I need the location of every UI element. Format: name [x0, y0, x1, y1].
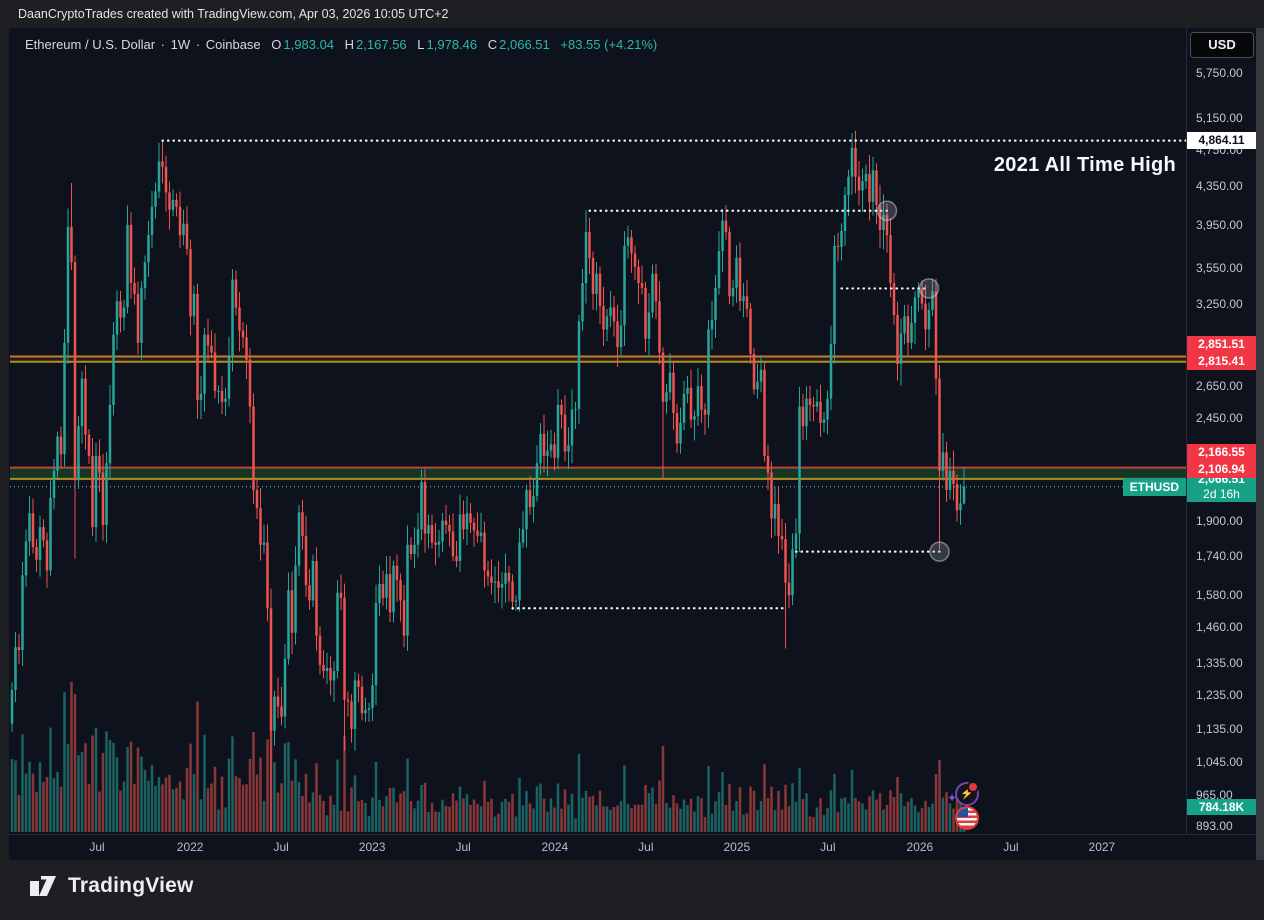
x-axis-tick: Jul — [89, 840, 105, 854]
candles — [10, 130, 966, 832]
ath-price-label: 4,864.11 — [1187, 132, 1256, 150]
y-axis-tick: 3,550.00 — [1196, 260, 1243, 275]
level-band — [10, 467, 1186, 479]
y-axis-tick: 1,335.00 — [1196, 656, 1243, 671]
bar-countdown: 2d 16h — [1203, 486, 1240, 501]
exchange-label: Coinbase — [205, 37, 261, 52]
currency-unit-button[interactable]: USD — [1190, 32, 1254, 58]
crypto-event-icon[interactable]: ⚡ ✦ — [947, 781, 979, 806]
open-prefix: O — [271, 37, 282, 52]
y-axis-tick: 1,460.00 — [1196, 620, 1243, 635]
low-value: 1,978.46 — [426, 37, 478, 52]
flag-canton — [957, 808, 968, 817]
symbol-header: Ethereum / U.S. Dollar · 1W · Coinbase O… — [25, 37, 659, 52]
y-axis-tick: 5,750.00 — [1196, 66, 1243, 80]
x-axis-tick: 2025 — [723, 840, 751, 854]
us-flag-event-icon[interactable] — [955, 806, 979, 830]
symbol-title: Ethereum / U.S. Dollar — [25, 37, 156, 52]
price-plot[interactable] — [9, 28, 1256, 860]
attribution-bar: DaanCryptoTrades created with TradingVie… — [0, 0, 1264, 28]
open-value: 1,983.04 — [283, 37, 335, 52]
close-prefix: C — [487, 37, 498, 52]
window-scroll-strip — [1256, 28, 1264, 860]
price-level-label: 2,851.51 — [1187, 336, 1256, 354]
interval-label: 1W — [170, 37, 191, 52]
ray-end-circle-marker[interactable] — [918, 278, 940, 299]
level-band — [10, 356, 1186, 362]
x-axis-tick: 2027 — [1088, 840, 1116, 854]
separator: · — [195, 37, 201, 52]
price-level-label: 2,166.55 — [1187, 444, 1256, 462]
ath-annotation: 2021 All Time High — [993, 154, 1176, 176]
volume-bars — [10, 682, 966, 832]
ray-end-circle-marker[interactable] — [876, 200, 898, 221]
price-level-label: 2,106.94 — [1187, 461, 1256, 479]
x-axis-tick: 2023 — [358, 840, 386, 854]
volume-value-label: 784.18K — [1187, 799, 1256, 815]
attribution-text: DaanCryptoTrades created with TradingVie… — [18, 7, 449, 21]
y-axis-tick: 3,950.00 — [1196, 217, 1243, 232]
x-axis-tick: 2026 — [906, 840, 934, 854]
y-axis-tick: 893.00 — [1196, 818, 1233, 833]
symbol-price-tag: ETHUSD — [1122, 477, 1186, 496]
time-axis[interactable]: Jul 2022 Jul 2023 Jul 2024 Jul 2025 Jul 2026 Jul 20… — [9, 834, 1256, 861]
x-axis-tick: Jul — [1003, 840, 1019, 854]
change-value: +83.55 (+4.21%) — [560, 37, 658, 52]
price-level-label: 2,815.41 — [1187, 353, 1256, 371]
y-axis-tick: 4,350.00 — [1196, 178, 1243, 193]
separator: · — [160, 37, 166, 52]
y-axis-tick: 1,135.00 — [1196, 722, 1243, 736]
y-axis-tick: 2,650.00 — [1196, 379, 1243, 394]
x-axis-tick: Jul — [273, 840, 289, 854]
high-prefix: H — [344, 37, 355, 52]
y-axis-tick: 5,150.00 — [1196, 110, 1243, 125]
y-axis-tick: 1,900.00 — [1196, 513, 1243, 528]
y-axis-tick: 3,250.00 — [1196, 296, 1243, 311]
chart-pane[interactable]: Ethereum / U.S. Dollar · 1W · Coinbase O… — [9, 28, 1256, 861]
price-scale-separator — [1186, 28, 1187, 834]
y-axis-tick: 1,235.00 — [1196, 687, 1243, 702]
tradingview-logo[interactable]: TradingView — [28, 874, 194, 898]
tradingview-logo-text: TradingView — [68, 874, 194, 897]
close-value: 2,066.51 — [499, 37, 550, 52]
x-axis-tick: Jul — [455, 840, 471, 854]
y-axis-tick: 2,450.00 — [1196, 410, 1243, 425]
low-prefix: L — [417, 37, 425, 52]
y-axis-tick: 1,580.00 — [1196, 588, 1243, 603]
x-axis-tick: 2022 — [176, 840, 204, 854]
ray-end-circle-marker[interactable] — [929, 541, 950, 562]
x-axis-tick: 2024 — [541, 840, 569, 854]
y-axis-tick: 1,740.00 — [1196, 549, 1243, 564]
sparkle-icon: ✦ — [947, 791, 958, 805]
tradingview-logo-icon — [30, 876, 56, 896]
y-axis-tick: 1,045.00 — [1196, 755, 1243, 770]
y-axis-tick: 965.00 — [1196, 787, 1233, 802]
notification-dot — [967, 781, 979, 793]
x-axis-tick: Jul — [820, 840, 836, 854]
x-axis-tick: Jul — [638, 840, 654, 854]
high-value: 2,167.56 — [356, 37, 407, 52]
price-scale[interactable]: 5,750.00 5,150.00 4,750.00 4,350.00 3,950.00… — [1187, 28, 1256, 834]
footer-bar: TradingView — [0, 860, 1264, 920]
